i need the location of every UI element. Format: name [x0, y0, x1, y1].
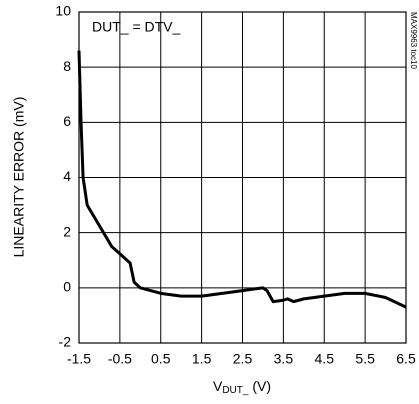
x-tick-label: 0.5 — [151, 351, 171, 367]
side-note: MAX9963 toc10 — [409, 12, 418, 69]
x-tick-label: 2.5 — [233, 351, 253, 367]
x-tick-label: 6.5 — [396, 351, 416, 367]
y-tick-label: 10 — [55, 3, 71, 19]
x-tick-label: 5.5 — [355, 351, 375, 367]
y-axis-label: LINEARITY ERROR (mV) — [11, 97, 27, 258]
x-tick-label: -0.5 — [108, 351, 132, 367]
y-tick-label: 4 — [63, 168, 71, 184]
plot-frame — [78, 11, 407, 344]
x-tick-label: 4.5 — [315, 351, 335, 367]
y-tick-label: 6 — [63, 113, 71, 129]
x-label-unit: (V) — [248, 378, 271, 394]
x-tick-label: -1.5 — [67, 351, 91, 367]
x-axis-label: VDUT_ (V) — [213, 378, 271, 396]
x-tick-label: 1.5 — [192, 351, 212, 367]
y-tick-label: 0 — [63, 279, 71, 295]
y-tick-label: 8 — [63, 58, 71, 74]
annotation: DUT_ = DTV_ — [92, 19, 181, 35]
data-line — [77, 50, 407, 309]
x-tick-label: 3.5 — [274, 351, 294, 367]
x-label-main: V — [213, 378, 223, 394]
y-tick-label: 2 — [63, 223, 71, 239]
y-tick-label: -2 — [59, 334, 72, 350]
x-label-sub: DUT_ — [222, 385, 249, 396]
